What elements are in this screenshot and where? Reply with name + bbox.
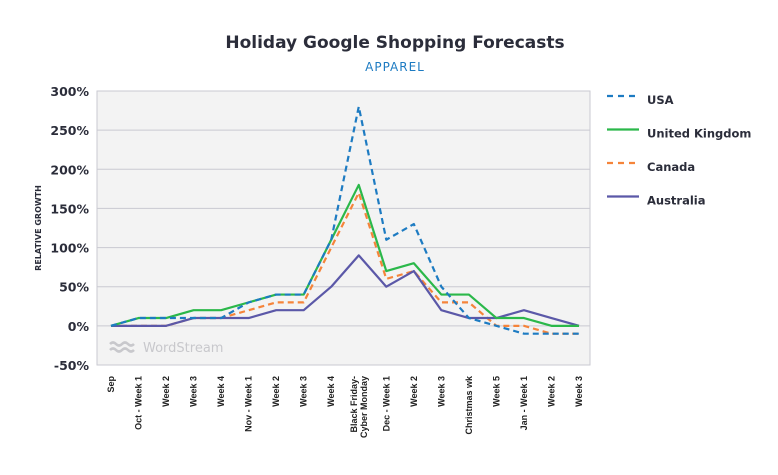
legend-label: Australia [647, 194, 706, 208]
series-line-australia [111, 254, 580, 327]
x-tick-label: Week 4 [326, 376, 336, 407]
x-tick-label: Week 3 [574, 376, 584, 407]
series-line-united-kingdom [110, 183, 579, 327]
x-tick-label: Nov - Week 1 [244, 376, 254, 432]
legend-label: United Kingdom [647, 127, 751, 141]
y-tick-label: 50% [59, 280, 89, 295]
x-tick-label: Week 2 [546, 376, 556, 407]
watermark: WordStream [143, 341, 223, 356]
x-tick-label: Dec - Week 1 [381, 376, 391, 431]
x-tick-label: Week 4 [216, 376, 226, 407]
legend-label: Canada [647, 160, 695, 174]
x-tick-label: Week 2 [271, 376, 281, 407]
legend-label: USA [647, 93, 674, 107]
y-tick-label: 250% [50, 123, 89, 138]
x-tick-label: Jan - Week 1 [519, 376, 529, 430]
x-tick-label: Sep [106, 376, 116, 393]
x-tick-label: Week 5 [491, 376, 501, 407]
chart-title: Holiday Google Shopping Forecasts [225, 33, 565, 53]
x-tick-label: Week 2 [161, 376, 171, 407]
x-tick-label: Christmas wk [464, 375, 474, 435]
watermark-logo-icon [109, 341, 135, 353]
x-tick-label: Week 3 [189, 376, 199, 407]
x-tick-label: Oct - Week 1 [134, 376, 144, 430]
y-tick-label: 0% [68, 319, 90, 334]
y-tick-label: 300% [50, 84, 89, 99]
y-tick-label: 200% [50, 162, 89, 177]
x-tick-label: Week 3 [299, 376, 309, 407]
y-axis-label: RELATIVE GROWTH [34, 185, 43, 271]
plot-area [96, 90, 591, 366]
chart-subtitle: APPAREL [365, 60, 425, 74]
x-tick-label: Black Friday-Cyber Monday [349, 376, 369, 438]
y-tick-label: 100% [50, 241, 89, 256]
x-tick-label: Week 2 [409, 376, 419, 407]
y-tick-label: 150% [50, 201, 89, 216]
y-tick-label: -50% [54, 358, 90, 373]
x-tick-label: Week 3 [436, 376, 446, 407]
